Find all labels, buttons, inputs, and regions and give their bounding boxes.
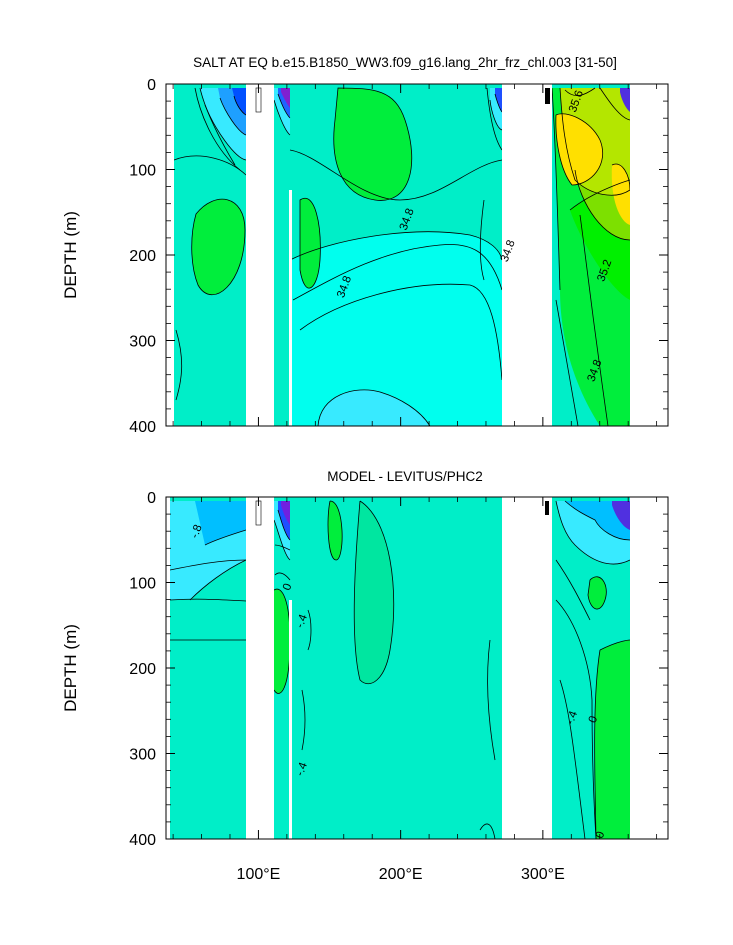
contour-label: 0	[587, 715, 600, 725]
difference-panel: MODEL - LEVITUS/PHC2	[61, 469, 669, 883]
data-artifact	[545, 501, 549, 515]
contour-label: -.4	[564, 709, 580, 726]
y-tick-label: 0	[147, 490, 156, 507]
contour-fill	[166, 84, 668, 426]
chart-title: MODEL - LEVITUS/PHC2	[327, 469, 483, 484]
contour-lines	[173, 87, 631, 426]
land-masks	[166, 84, 668, 426]
land-masks	[166, 497, 668, 839]
y-tick-label: 300	[129, 747, 156, 764]
axes: 0 100 200 300 400 100°E 200°E 300°E	[129, 490, 668, 883]
y-tick-label: 300	[129, 334, 156, 351]
contour-labels: -.8 0 -.4 -.4 -.4 0 0	[189, 523, 608, 840]
y-tick-label: 400	[129, 419, 156, 436]
contour-label: -.8	[189, 523, 205, 540]
contour-label: 0	[281, 582, 294, 592]
contour-label: 0	[594, 830, 607, 840]
x-tick-label: 200°E	[379, 866, 423, 883]
salinity-panel: SALT AT EQ b.e15.B1850_WW3.f09_g16.lang_…	[61, 55, 669, 436]
axes: 0 100 200 300 400	[129, 77, 668, 436]
y-axis-label: DEPTH (m)	[61, 211, 80, 299]
x-tick-label: 300°E	[521, 866, 565, 883]
contour-label: -.4	[294, 760, 310, 777]
y-tick-label: 200	[129, 661, 156, 678]
contour-label: -.4	[294, 612, 310, 629]
chart-title: SALT AT EQ b.e15.B1850_WW3.f09_g16.lang_…	[193, 55, 617, 70]
contour-fill	[166, 497, 668, 839]
x-tick-label: 100°E	[237, 866, 281, 883]
y-axis-label: DEPTH (m)	[61, 624, 80, 712]
y-tick-label: 0	[147, 77, 156, 94]
y-tick-label: 200	[129, 248, 156, 265]
data-artifact	[545, 88, 550, 104]
y-tick-label: 400	[129, 832, 156, 849]
contour-lines	[169, 500, 631, 839]
y-tick-label: 100	[129, 163, 156, 180]
y-tick-label: 100	[129, 576, 156, 593]
